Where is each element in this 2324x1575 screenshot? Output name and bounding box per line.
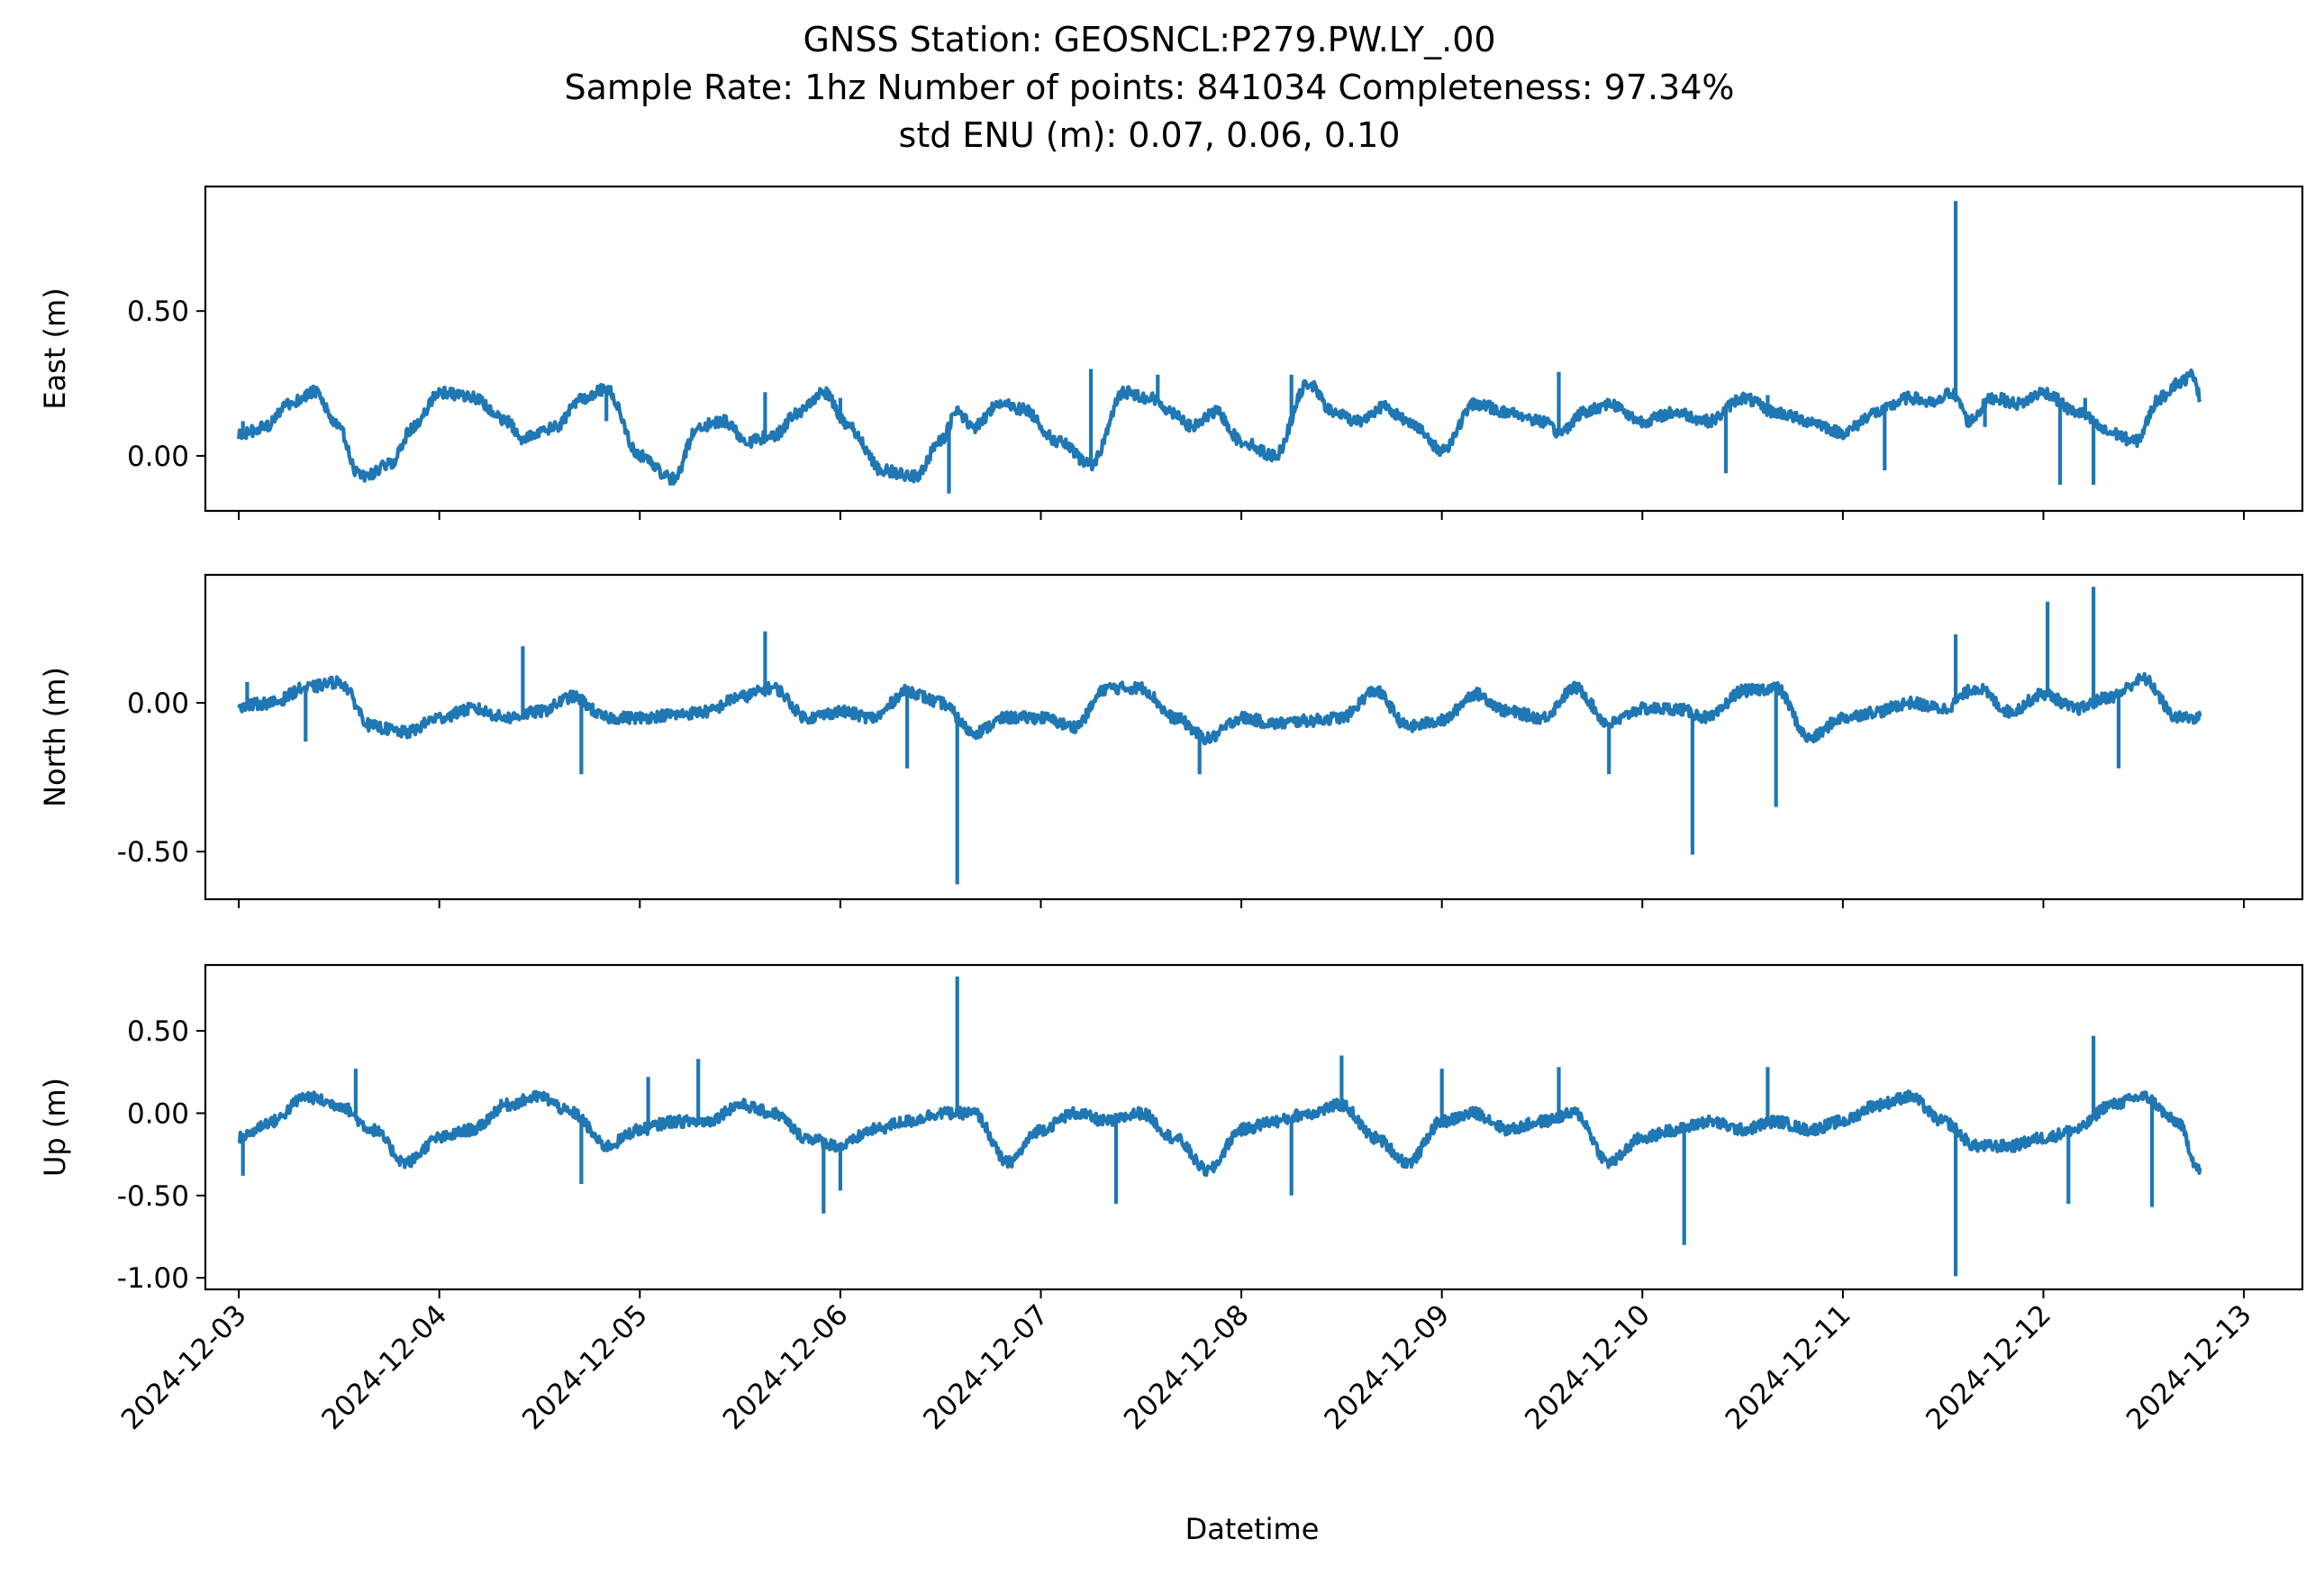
series-line <box>237 671 2202 746</box>
y-tick-label: -0.50 <box>117 836 189 869</box>
title-line-1: GNSS Station: GEOSNCL:P279.PW.LY_.00 <box>803 20 1495 59</box>
panel-frame <box>204 185 2304 513</box>
y-tick-label: 0.00 <box>127 441 189 473</box>
panel-3: 0.50 0.00 -0.50 -1.00 Up (m) <box>38 963 2304 1298</box>
y-tick-label: -1.00 <box>117 1262 189 1295</box>
y-tick-label: 0.00 <box>127 687 189 720</box>
series-line <box>237 368 2202 487</box>
y-tick-label: 0.50 <box>127 296 189 328</box>
panel-2: 0.00 -0.50 North (m) <box>38 573 2304 908</box>
panel-frame <box>204 963 2304 1291</box>
y-tick-label: -0.50 <box>117 1180 189 1213</box>
series-line <box>237 1089 2202 1178</box>
title-line-3: std ENU (m): 0.07, 0.06, 0.10 <box>899 115 1401 155</box>
panel-1: 0.00 0.50 East (m) <box>38 185 2304 520</box>
x-axis-label: Datetime <box>1185 1512 1320 1546</box>
y-axis-label: Up (m) <box>38 1078 72 1177</box>
panel-frame <box>204 573 2304 901</box>
y-tick-label: 0.50 <box>127 1015 189 1048</box>
y-tick-label: 0.00 <box>127 1097 189 1130</box>
title-line-2: Sample Rate: 1hz Number of points: 84103… <box>565 68 1735 107</box>
y-axis-label: North (m) <box>38 667 72 807</box>
y-axis-label: East (m) <box>38 287 72 409</box>
